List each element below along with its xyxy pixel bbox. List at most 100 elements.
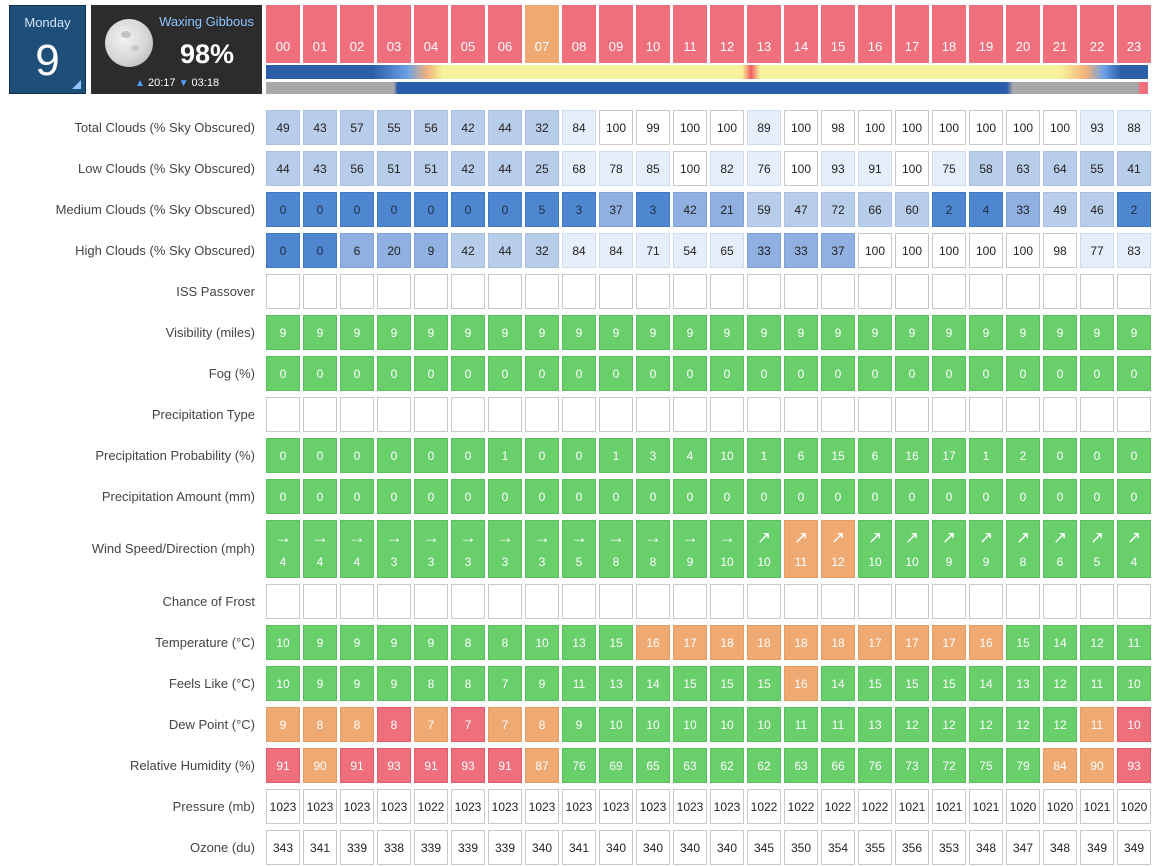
forecast-cell: ↗ 12: [821, 520, 855, 578]
hour-header-cell[interactable]: 13: [747, 5, 781, 63]
forecast-cell: [1006, 397, 1040, 432]
row-label: Visibility (miles): [165, 324, 255, 340]
hour-header-cell[interactable]: 22: [1080, 5, 1114, 63]
forecast-cell: 0: [562, 356, 596, 391]
forecast-cell: 17: [932, 438, 966, 473]
dropdown-corner-icon[interactable]: [72, 80, 81, 89]
hour-header-cell[interactable]: 06: [488, 5, 522, 63]
forecast-cell: [377, 584, 411, 619]
forecast-cell: 9: [414, 315, 448, 350]
forecast-cell: 8: [488, 625, 522, 660]
forecast-cell: 1: [747, 438, 781, 473]
forecast-cell: 75: [932, 151, 966, 186]
hour-header-cell[interactable]: 11: [673, 5, 707, 63]
forecast-cell: 0: [673, 479, 707, 514]
forecast-cell: 10: [636, 707, 670, 742]
hour-header-cell[interactable]: 18: [932, 5, 966, 63]
forecast-cell: [451, 584, 485, 619]
forecast-cell: 72: [932, 748, 966, 783]
wind-direction-icon: →: [422, 528, 440, 547]
forecast-cell: 17: [932, 625, 966, 660]
hour-header-cell[interactable]: 16: [858, 5, 892, 63]
forecast-cell: 87: [525, 748, 559, 783]
forecast-cell: 339: [414, 830, 448, 865]
forecast-row: 10 9 9 9 8 8 7 9 11 13 14 15 15 15 16 14 15 15 15 14 13 12 11 1…: [266, 666, 1154, 701]
forecast-cell: 0: [969, 356, 1003, 391]
hour-header-cell[interactable]: 07: [525, 5, 559, 63]
wind-direction-icon: ↗: [904, 528, 920, 547]
hour-header-cell[interactable]: 01: [303, 5, 337, 63]
forecast-cell: [673, 584, 707, 619]
day-number: 9: [35, 36, 60, 85]
forecast-cell: 9: [562, 315, 596, 350]
forecast-cell: 91: [340, 748, 374, 783]
hour-header-cell[interactable]: 14: [784, 5, 818, 63]
forecast-cell: 42: [451, 151, 485, 186]
forecast-cell: 100: [895, 151, 929, 186]
forecast-cell: → 3: [451, 520, 485, 578]
wind-speed-value: 10: [905, 555, 919, 569]
hour-header-cell[interactable]: 02: [340, 5, 374, 63]
forecast-cell: [636, 584, 670, 619]
hour-header-cell[interactable]: 21: [1043, 5, 1077, 63]
forecast-cell: 341: [562, 830, 596, 865]
hour-header-cell[interactable]: 05: [451, 5, 485, 63]
hour-header: 00 01 02 03 04 05 06 07 08 09 10 11 12 13 14 15 16 17 18 19…: [266, 5, 1154, 63]
forecast-cell: ↗ 10: [858, 520, 892, 578]
forecast-row: → 4 → 4 → 4 → 3 → 3 → 3 → 3 → 3 → 5 → 8 → 8 → 9 → 10 ↗ 10 ↗ 11 ↗ 12 ↗ 10 ↗…: [266, 520, 1154, 578]
forecast-cell: 0: [266, 356, 300, 391]
row-label: Feels Like (°C): [168, 675, 255, 691]
forecast-cell: [710, 397, 744, 432]
forecast-cell: [562, 397, 596, 432]
forecast-cell: 0: [340, 356, 374, 391]
hour-header-cell[interactable]: 15: [821, 5, 855, 63]
hour-header-cell[interactable]: 00: [266, 5, 300, 63]
hour-header-cell[interactable]: 08: [562, 5, 596, 63]
hour-header-cell[interactable]: 23: [1117, 5, 1151, 63]
forecast-row: 91 90 91 93 91 93 91 87 76 69 65 63 62 62 63 66 76 73 72 75…: [266, 748, 1154, 783]
hour-header-cell[interactable]: 12: [710, 5, 744, 63]
forecast-cell: ↗ 8: [1006, 520, 1040, 578]
wind-speed-value: 4: [1130, 555, 1138, 569]
forecast-cell: 0: [599, 356, 633, 391]
hour-header-cell[interactable]: 17: [895, 5, 929, 63]
forecast-cell: 0: [266, 192, 300, 227]
forecast-cell: → 3: [525, 520, 559, 578]
hour-header-cell[interactable]: 09: [599, 5, 633, 63]
forecast-cell: 340: [525, 830, 559, 865]
forecast-cell: 0: [636, 356, 670, 391]
day-selector[interactable]: Monday 9: [9, 5, 86, 94]
forecast-cell: 9: [525, 315, 559, 350]
forecast-cell: 9: [340, 315, 374, 350]
wind-direction-icon: →: [348, 528, 366, 547]
forecast-cell: 18: [747, 625, 781, 660]
hour-header-cell[interactable]: 03: [377, 5, 411, 63]
forecast-cell: 347: [1006, 830, 1040, 865]
hour-header-cell[interactable]: 20: [1006, 5, 1040, 63]
wind-direction-icon: →: [644, 528, 662, 547]
hour-header-cell[interactable]: 04: [414, 5, 448, 63]
forecast-cell: [303, 584, 337, 619]
forecast-cell: → 3: [377, 520, 411, 578]
forecast-cell: 9: [414, 233, 448, 268]
forecast-cell: 8: [303, 707, 337, 742]
forecast-cell: 9: [673, 315, 707, 350]
forecast-cell: 33: [784, 233, 818, 268]
forecast-cell: 356: [895, 830, 929, 865]
forecast-cell: 4: [969, 192, 1003, 227]
hour-header-cell[interactable]: 10: [636, 5, 670, 63]
forecast-cell: 0: [414, 438, 448, 473]
forecast-cell: 56: [414, 110, 448, 145]
row-label: Medium Clouds (% Sky Obscured): [55, 201, 255, 217]
forecast-cell: [969, 274, 1003, 309]
forecast-cell: 9: [377, 625, 411, 660]
wind-direction-icon: ↗: [756, 528, 772, 547]
forecast-cell: 0: [266, 438, 300, 473]
forecast-cell: 14: [821, 666, 855, 701]
forecast-cell: 42: [451, 233, 485, 268]
forecast-cell: 0: [451, 356, 485, 391]
wind-speed-value: 4: [353, 555, 361, 569]
hour-header-cell[interactable]: 19: [969, 5, 1003, 63]
forecast-cell: 15: [821, 438, 855, 473]
forecast-cell: 15: [1006, 625, 1040, 660]
